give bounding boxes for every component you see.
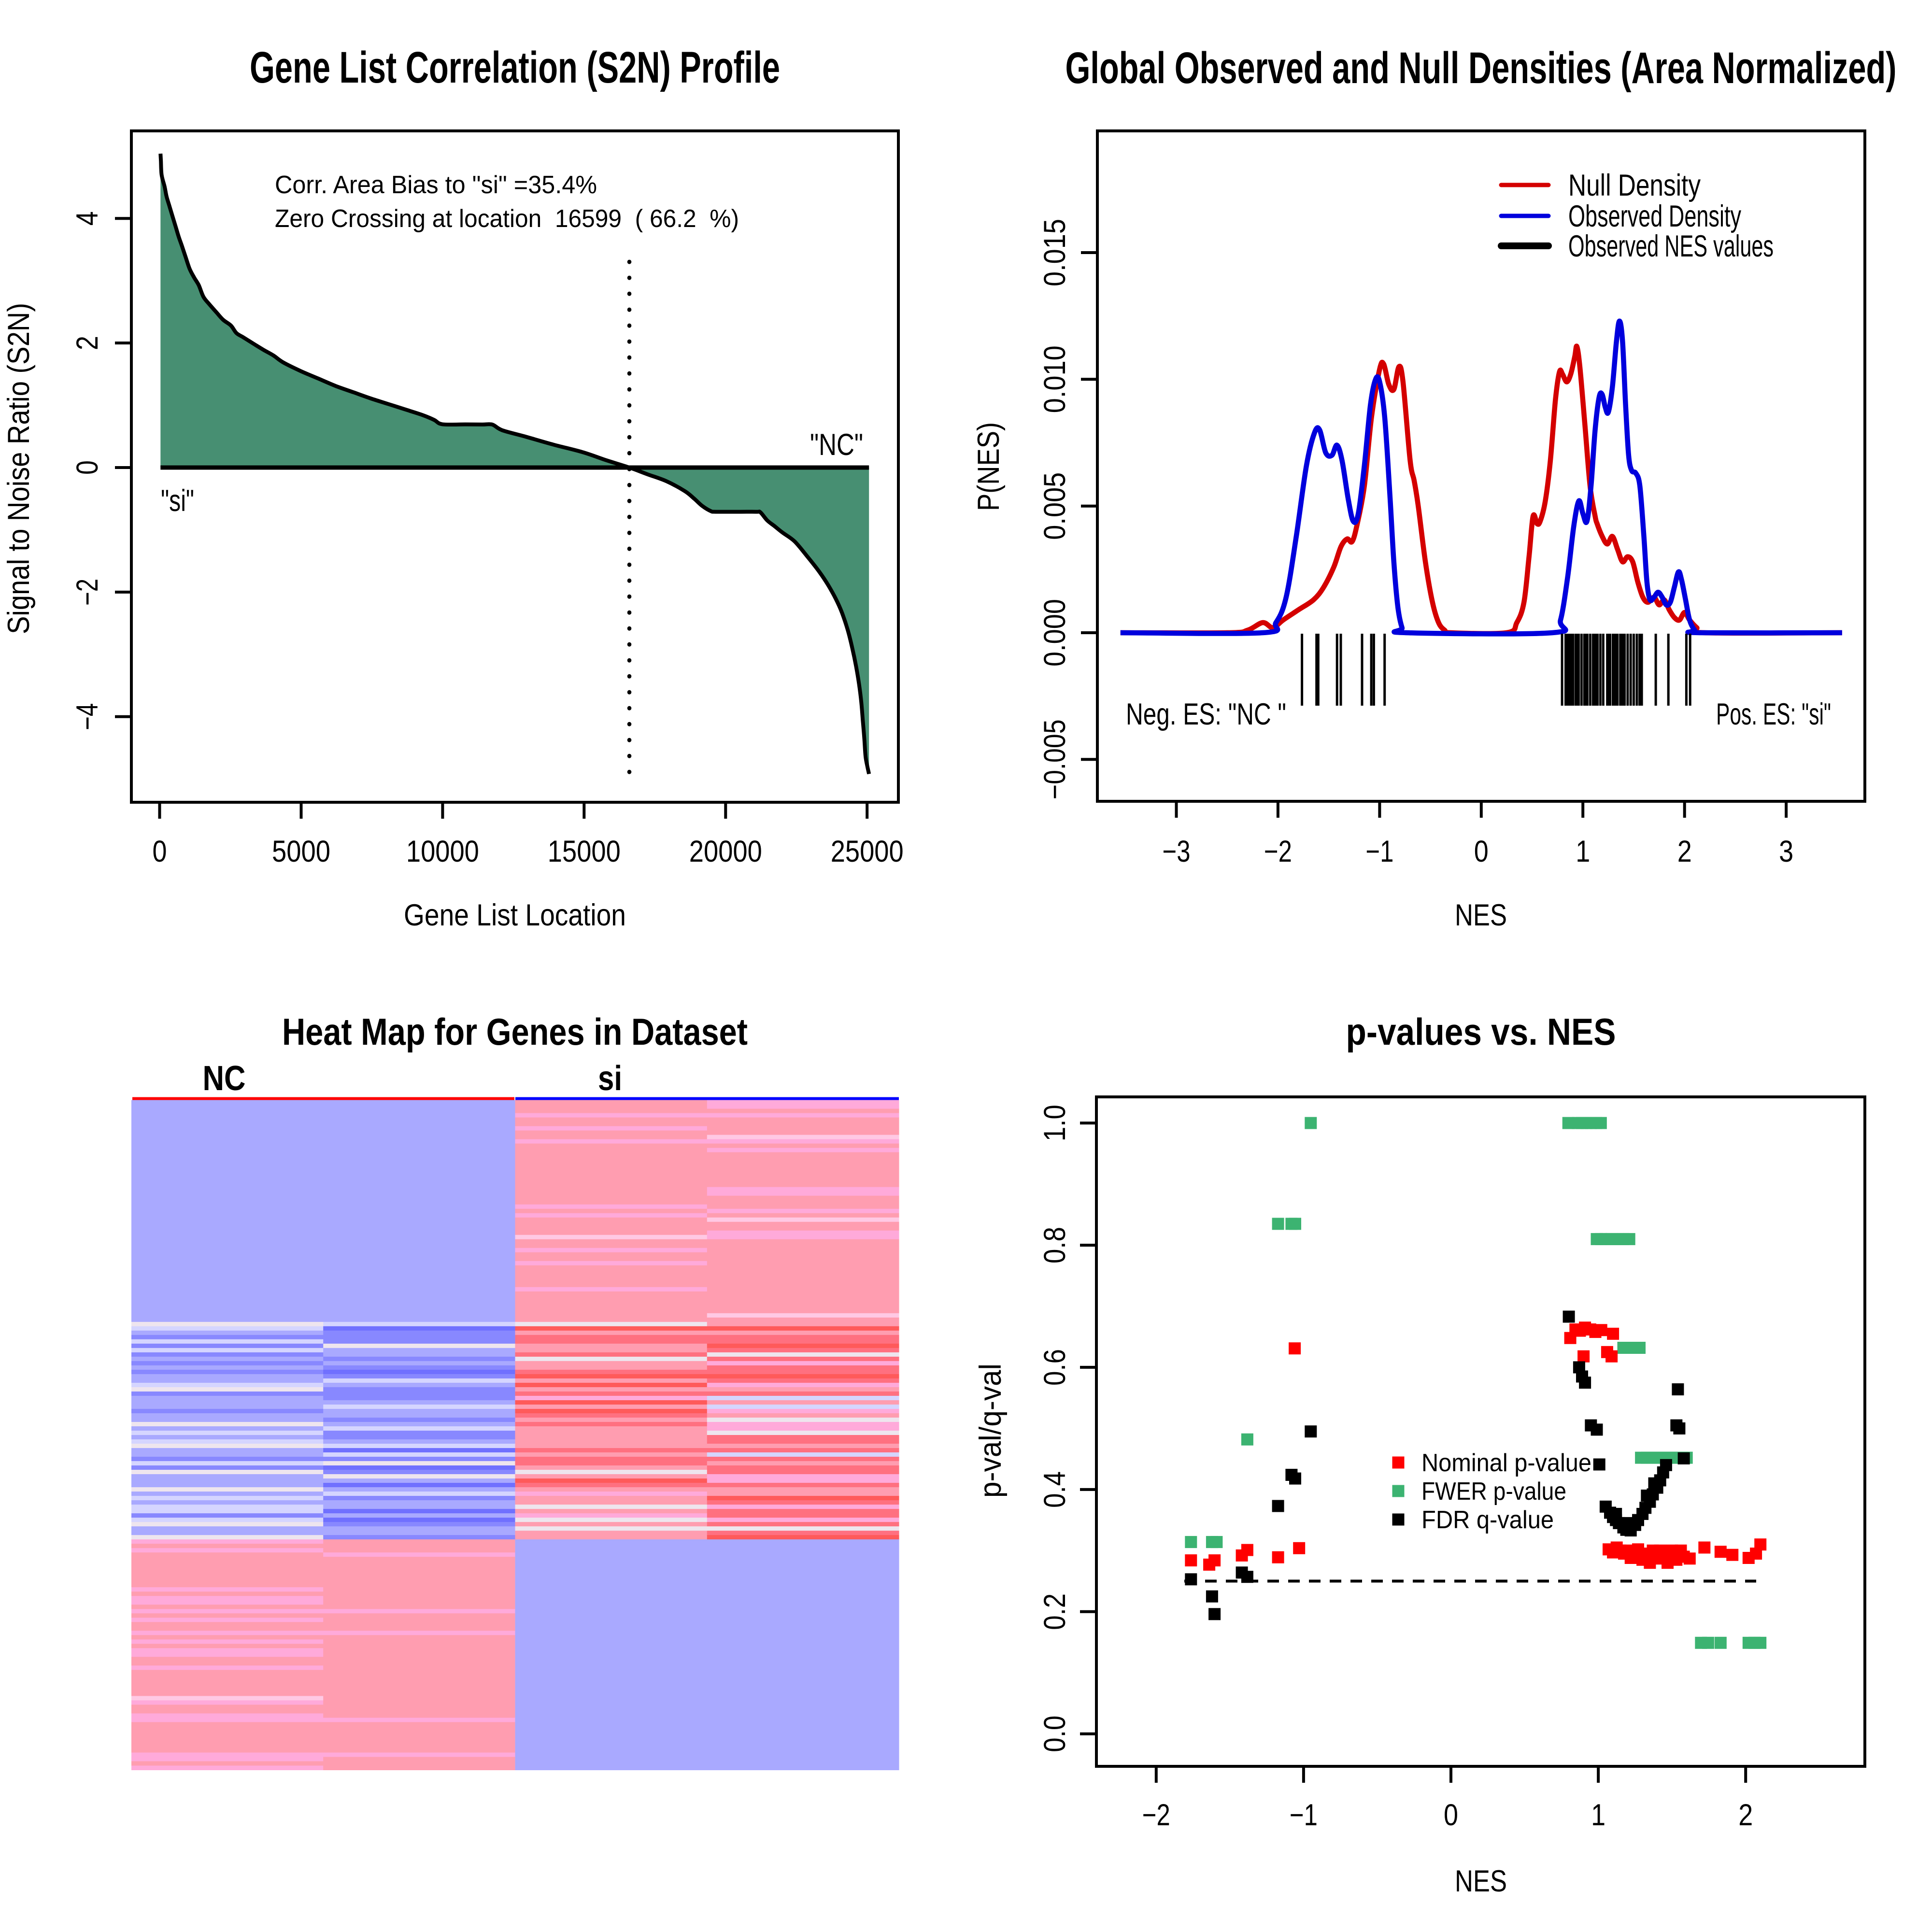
svg-text:1: 1 [1576, 835, 1590, 868]
svg-text:Heat Map for Genes in Dataset: Heat Map for Genes in Dataset [282, 1010, 748, 1053]
svg-text:3: 3 [1779, 835, 1793, 868]
svg-text:Zero Crossing at location 165: Zero Crossing at location 16599 ( 66.2 %… [275, 205, 739, 233]
svg-text:p-val/q-val: p-val/q-val [974, 1364, 1008, 1498]
svg-text:si: si [598, 1059, 622, 1098]
svg-text:0: 0 [153, 835, 167, 868]
svg-text:−4: −4 [71, 703, 104, 730]
svg-text:Neg. ES: "NC ": Neg. ES: "NC " [1126, 697, 1286, 731]
svg-text:NES: NES [1455, 1864, 1507, 1898]
svg-text:Nominal p-value: Nominal p-value [1421, 1449, 1591, 1477]
svg-text:−1: −1 [1290, 1798, 1318, 1832]
svg-text:FDR q-value: FDR q-value [1421, 1506, 1554, 1534]
svg-text:−3: −3 [1163, 835, 1191, 868]
svg-text:2: 2 [1677, 835, 1692, 868]
svg-text:0.8: 0.8 [1038, 1227, 1072, 1264]
svg-text:0.4: 0.4 [1038, 1471, 1072, 1508]
svg-text:NC: NC [203, 1059, 246, 1098]
svg-text:0.000: 0.000 [1038, 599, 1072, 667]
svg-text:−2: −2 [1264, 835, 1292, 868]
svg-text:1: 1 [1591, 1798, 1605, 1832]
svg-text:0.0: 0.0 [1038, 1716, 1072, 1752]
svg-text:20000: 20000 [689, 835, 762, 868]
svg-text:25000: 25000 [831, 835, 904, 868]
svg-text:Pos. ES: "si": Pos. ES: "si" [1716, 697, 1831, 731]
svg-text:−0.005: −0.005 [1038, 719, 1072, 799]
svg-text:15000: 15000 [548, 835, 621, 868]
svg-text:NES: NES [1455, 898, 1507, 932]
svg-text:0.2: 0.2 [1038, 1593, 1072, 1630]
svg-text:2: 2 [71, 336, 104, 350]
svg-text:0.005: 0.005 [1038, 472, 1072, 540]
svg-text:−2: −2 [1142, 1798, 1170, 1832]
svg-text:P(NES): P(NES) [972, 422, 1006, 511]
svg-text:0: 0 [71, 460, 104, 475]
svg-text:0: 0 [1444, 1798, 1458, 1832]
svg-text:−1: −1 [1365, 835, 1393, 868]
svg-text:Gene List Correlation (S2N) Pr: Gene List Correlation (S2N) Profile [250, 43, 780, 92]
svg-text:Signal to Noise Ratio (S2N): Signal to Noise Ratio (S2N) [2, 303, 36, 634]
svg-text:Null Density: Null Density [1568, 169, 1701, 202]
svg-text:−2: −2 [71, 579, 104, 606]
svg-text:2: 2 [1738, 1798, 1753, 1832]
svg-text:0.015: 0.015 [1038, 219, 1072, 286]
svg-text:1.0: 1.0 [1038, 1105, 1072, 1141]
svg-text:10000: 10000 [406, 835, 479, 868]
svg-text:0.010: 0.010 [1038, 345, 1072, 413]
svg-text:p-values vs. NES: p-values vs. NES [1346, 1010, 1616, 1053]
svg-text:Corr. Area Bias to "si" =35.4%: Corr. Area Bias to "si" =35.4% [275, 171, 597, 199]
svg-text:5000: 5000 [272, 835, 330, 868]
svg-text:Observed Density: Observed Density [1568, 199, 1741, 233]
svg-text:Gene List Location: Gene List Location [404, 898, 626, 932]
svg-text:0: 0 [1474, 835, 1489, 868]
svg-text:0.6: 0.6 [1038, 1349, 1072, 1386]
svg-text:"si": "si" [161, 484, 194, 518]
svg-text:FWER p-value: FWER p-value [1421, 1477, 1566, 1506]
svg-text:"NC": "NC" [810, 428, 863, 462]
svg-text:Observed NES values: Observed NES values [1568, 229, 1774, 263]
svg-text:Global Observed and Null Densi: Global Observed and Null Densities (Area… [1065, 43, 1897, 93]
svg-text:4: 4 [71, 211, 104, 226]
